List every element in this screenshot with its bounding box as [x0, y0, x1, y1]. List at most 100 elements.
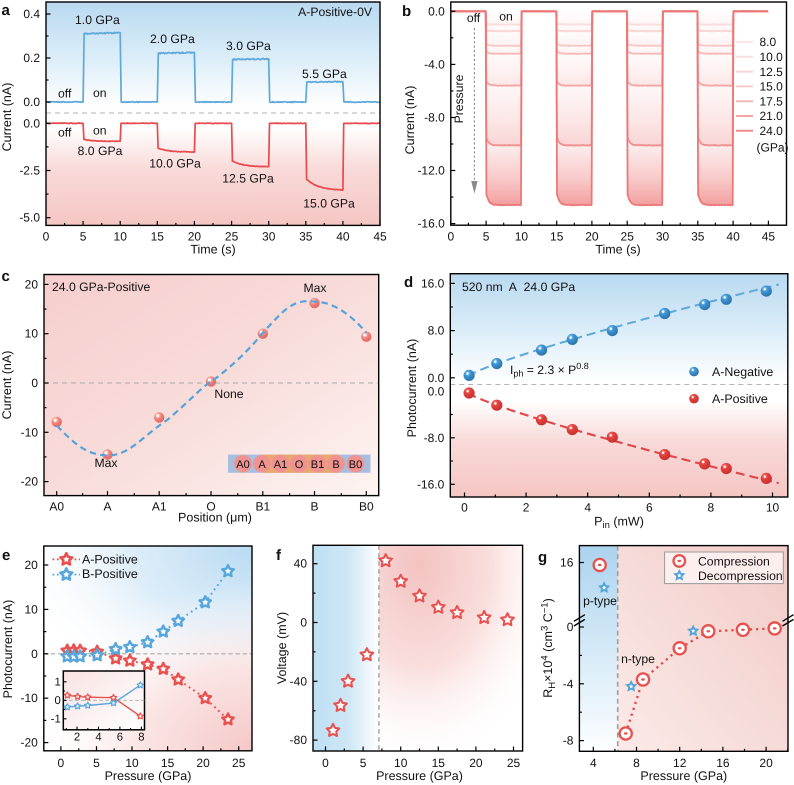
svg-text:30: 30 — [656, 230, 670, 244]
svg-text:-2.5: -2.5 — [19, 164, 40, 178]
svg-text:-10: -10 — [21, 425, 39, 439]
svg-text:Current (nA): Current (nA) — [0, 83, 14, 152]
svg-text:2.0 GPa: 2.0 GPa — [150, 32, 195, 46]
svg-text:off: off — [58, 126, 72, 140]
svg-text:on: on — [499, 10, 513, 24]
svg-text:25: 25 — [225, 230, 239, 244]
svg-text:0: 0 — [58, 756, 65, 770]
svg-text:B1: B1 — [311, 459, 324, 471]
svg-text:15.0: 15.0 — [760, 80, 784, 94]
svg-text:Time (s): Time (s) — [595, 243, 640, 257]
svg-text:Pin (mW): Pin (mW) — [594, 515, 644, 532]
svg-text:20: 20 — [585, 230, 599, 244]
svg-text:B-Positive: B-Positive — [82, 567, 138, 581]
svg-text:40: 40 — [726, 230, 740, 244]
svg-text:-10: -10 — [20, 691, 38, 705]
svg-text:A-Negative: A-Negative — [712, 365, 773, 379]
svg-text:-8.0: -8.0 — [424, 431, 445, 445]
svg-text:4: 4 — [584, 501, 591, 515]
svg-text:A-Positive: A-Positive — [82, 552, 138, 566]
svg-text:Position (μm): Position (μm) — [178, 511, 252, 525]
svg-text:12: 12 — [673, 756, 687, 770]
svg-text:b: b — [402, 3, 411, 20]
svg-text:B: B — [310, 500, 318, 514]
svg-text:10: 10 — [25, 327, 39, 341]
svg-text:-12.0: -12.0 — [417, 164, 445, 178]
svg-text:Pressure (GPa): Pressure (GPa) — [376, 769, 463, 783]
svg-text:-40: -40 — [290, 674, 308, 688]
svg-text:10: 10 — [24, 602, 38, 616]
svg-text:Pressure (GPa): Pressure (GPa) — [105, 769, 192, 783]
svg-text:5: 5 — [80, 230, 87, 244]
svg-text:Photocurrent (nA): Photocurrent (nA) — [405, 339, 419, 438]
svg-text:0: 0 — [55, 695, 61, 707]
svg-text:d: d — [404, 274, 413, 291]
svg-text:0: 0 — [31, 647, 38, 661]
svg-text:45: 45 — [762, 230, 776, 244]
svg-text:15: 15 — [550, 230, 564, 244]
svg-text:8: 8 — [138, 732, 144, 744]
svg-text:8: 8 — [633, 756, 640, 770]
svg-text:c: c — [2, 268, 10, 285]
svg-text:0.0: 0.0 — [428, 384, 445, 398]
svg-text:-1: -1 — [51, 714, 61, 726]
svg-text:Compression: Compression — [698, 554, 770, 568]
svg-text:20: 20 — [24, 558, 38, 572]
svg-text:0.0: 0.0 — [428, 371, 445, 385]
svg-text:O: O — [206, 500, 215, 514]
svg-text:-20: -20 — [21, 475, 39, 489]
svg-text:5: 5 — [483, 230, 490, 244]
svg-text:2: 2 — [74, 732, 80, 744]
svg-text:8: 8 — [708, 501, 715, 515]
svg-text:A-Positive-0V: A-Positive-0V — [298, 5, 373, 19]
svg-text:10.0 GPa: 10.0 GPa — [149, 157, 201, 171]
svg-text:15: 15 — [432, 756, 446, 770]
svg-text:(GPa): (GPa) — [757, 141, 789, 155]
svg-text:12.5 GPa: 12.5 GPa — [222, 172, 274, 186]
svg-text:B0: B0 — [349, 459, 362, 471]
svg-text:35: 35 — [299, 230, 313, 244]
svg-text:16: 16 — [716, 756, 730, 770]
svg-text:10: 10 — [394, 756, 408, 770]
svg-text:B0: B0 — [359, 500, 374, 514]
svg-text:12.5: 12.5 — [760, 65, 784, 79]
svg-text:e: e — [2, 547, 10, 564]
svg-text:40: 40 — [336, 230, 350, 244]
svg-text:20: 20 — [25, 277, 39, 291]
svg-text:g: g — [538, 549, 547, 566]
svg-text:15.0 GPa: 15.0 GPa — [303, 197, 355, 211]
svg-text:Pressure (GPa): Pressure (GPa) — [640, 769, 727, 783]
svg-text:20: 20 — [188, 230, 202, 244]
svg-text:520 nm A 24.0 GPa: 520 nm A 24.0 GPa — [462, 280, 575, 294]
svg-text:-80: -80 — [290, 733, 308, 747]
svg-text:0: 0 — [43, 230, 50, 244]
svg-text:6: 6 — [117, 732, 123, 744]
svg-text:None: None — [214, 387, 243, 401]
svg-text:n-type: n-type — [621, 652, 655, 666]
svg-text:0: 0 — [447, 230, 454, 244]
svg-text:10.0: 10.0 — [760, 50, 784, 64]
svg-text:10: 10 — [114, 230, 128, 244]
svg-text:-20: -20 — [20, 736, 38, 750]
svg-text:on: on — [93, 124, 107, 138]
svg-text:p-type: p-type — [583, 594, 617, 608]
svg-text:Iph = 2.3 × P0.8: Iph = 2.3 × P0.8 — [510, 361, 589, 379]
svg-text:0.2: 0.2 — [23, 51, 40, 65]
svg-text:16.0: 16.0 — [421, 276, 445, 290]
svg-text:a: a — [2, 2, 11, 19]
svg-text:30: 30 — [262, 230, 276, 244]
svg-text:-4: -4 — [563, 677, 574, 691]
svg-text:4: 4 — [95, 732, 101, 744]
svg-text:Decompression: Decompression — [698, 569, 783, 583]
svg-text:Voltage (mV): Voltage (mV) — [275, 612, 289, 684]
svg-text:10: 10 — [515, 230, 529, 244]
svg-text:0.0: 0.0 — [23, 95, 40, 109]
svg-text:Pressure: Pressure — [452, 74, 466, 123]
svg-text:A0: A0 — [49, 500, 64, 514]
svg-text:0: 0 — [461, 501, 468, 515]
svg-text:1: 1 — [55, 677, 61, 689]
svg-text:A1: A1 — [274, 459, 287, 471]
svg-text:5: 5 — [93, 756, 100, 770]
svg-text:-8.0: -8.0 — [424, 111, 445, 125]
svg-text:on: on — [93, 86, 107, 100]
